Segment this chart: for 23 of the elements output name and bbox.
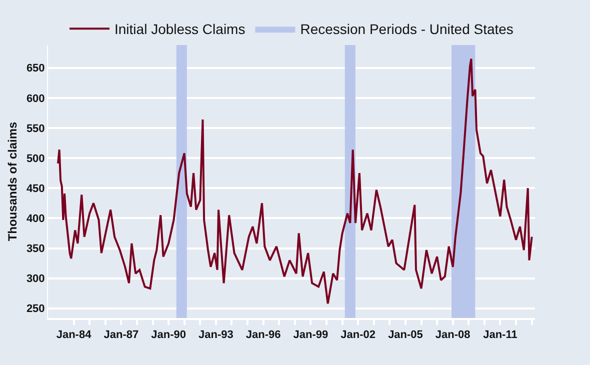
x-tick-label: Jan-84 (56, 329, 92, 342)
x-tick-label: Jan-87 (104, 329, 139, 342)
x-tick-label: Jan-93 (198, 329, 234, 342)
legend-label: Initial Jobless Claims (114, 21, 246, 38)
x-tick-label: Jan-99 (293, 329, 328, 342)
y-tick-label: 300 (26, 273, 45, 286)
y-tick-label: 650 (26, 62, 45, 75)
y-tick-label: 500 (26, 152, 45, 165)
x-tick-label: Jan-96 (246, 329, 281, 342)
x-tick-label: Jan-11 (483, 329, 518, 342)
y-tick-label: 450 (26, 182, 45, 195)
x-tick-label: Jan-08 (435, 329, 470, 342)
x-tick-label: Jan-05 (388, 329, 423, 342)
x-tick-label: Jan-90 (151, 329, 186, 342)
legend-label: Recession Periods - United States (300, 21, 514, 38)
y-tick-label: 550 (26, 122, 45, 135)
y-tick-label: 600 (26, 92, 45, 105)
y-tick-label: 250 (26, 303, 45, 316)
x-tick-label: Jan-02 (340, 329, 376, 342)
line-series (56, 58, 533, 305)
y-tick-label: 400 (26, 213, 45, 226)
y-axis-title: Thousands of claims (6, 122, 20, 242)
y-tick-label: 350 (26, 243, 45, 256)
